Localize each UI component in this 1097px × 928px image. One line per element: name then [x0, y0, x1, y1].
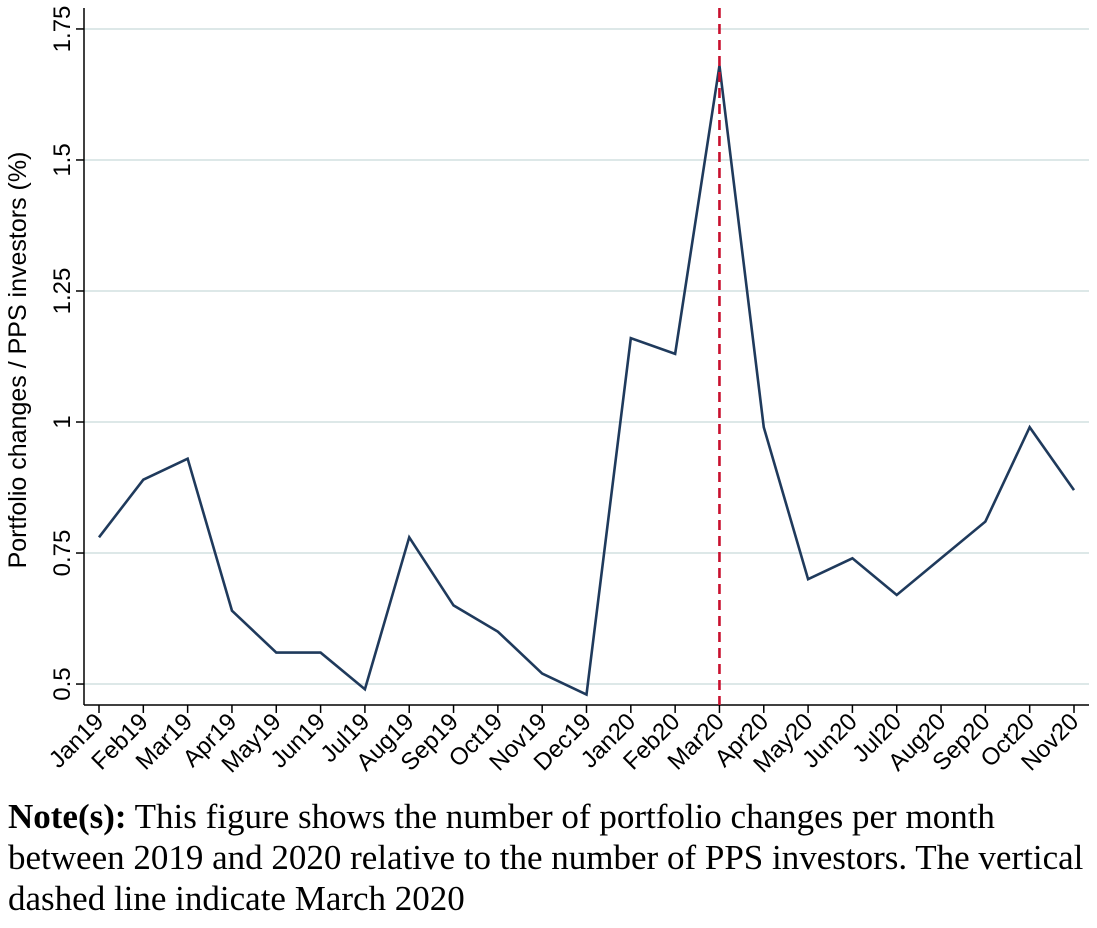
gridlines [84, 27, 1089, 686]
y-tick-label: 0.75 [49, 530, 76, 577]
y-tick-label: 0.5 [49, 667, 76, 700]
y-tick-label: 1.25 [49, 268, 76, 315]
y-tick-label: 1.5 [49, 143, 76, 176]
y-ticks: 0.5 0.75 1 1.25 1.5 1.75 [49, 6, 84, 701]
y-axis-label: Portfolio changes / PPS investors (%) [4, 152, 32, 569]
figure-note: Note(s): This figure shows the number of… [8, 796, 1088, 919]
note-label: Note(s): [8, 797, 127, 836]
x-ticks: Jan19Feb19Mar19Apr19May19Jun19Jul19Aug19… [44, 705, 1084, 778]
series-group [97, 65, 1076, 697]
series-line [97, 65, 1076, 697]
line-chart: 0.5 0.75 1 1.25 1.5 1.75 Jan19Feb19Mar19Apr19… [4, 6, 1089, 778]
y-tick-label: 1 [49, 415, 76, 428]
note-text: This figure shows the number of portfoli… [8, 797, 1084, 918]
y-tick-label: 1.75 [49, 6, 76, 53]
